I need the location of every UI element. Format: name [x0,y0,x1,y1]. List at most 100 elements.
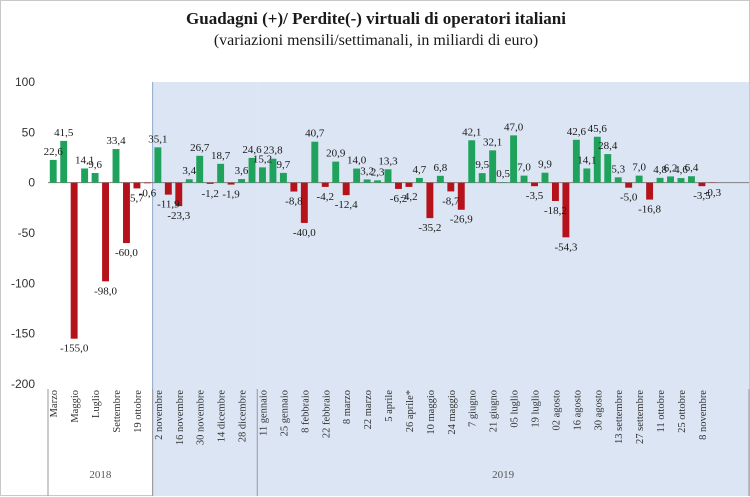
x-tick-label: 05 luglio [510,390,521,428]
data-label: 7,0 [517,162,531,174]
x-tick-label: 27 settembre [635,390,646,444]
bar [500,182,507,183]
bar [552,183,559,201]
bar [374,180,381,182]
x-tick-label: 19 ottobre [133,390,144,433]
data-label: -4,2 [400,191,417,203]
x-tick-label: 11 ottobre [656,390,667,433]
bar [50,160,57,183]
data-label: 4,7 [413,164,427,176]
data-label: 42,1 [462,126,481,138]
data-label: 35,1 [148,133,167,145]
x-tick-label: 28 dicembre [238,390,249,443]
data-label: 18,7 [211,150,231,162]
data-label: 6,8 [433,162,447,174]
data-label: -18,2 [544,205,567,217]
data-label: -60,0 [115,247,138,259]
x-tick-label: 5 aprile [384,390,395,422]
bar [447,183,454,192]
x-tick-label: 22 febbraio [321,390,332,438]
data-label: 42,6 [567,126,587,138]
bar [322,183,329,187]
data-label: -0,3 [704,187,722,199]
bar [657,178,664,183]
bar [165,183,172,195]
bar [280,173,287,183]
data-label: 7,0 [632,162,646,174]
data-label: 5,3 [611,163,625,175]
bar [290,183,297,192]
data-label: -1,2 [201,188,218,200]
bar [123,183,130,243]
data-label: -4,2 [317,191,334,203]
bar [636,176,643,183]
bar [604,154,611,183]
bar [385,169,392,182]
x-tick-label: 21 giugno [489,390,500,432]
bar [615,177,622,182]
data-label: 33,4 [106,135,126,147]
bar [102,183,109,282]
data-label: 9,5 [475,159,489,171]
bar [154,147,161,182]
data-label: -1,9 [222,189,240,201]
data-label: -11,9 [157,199,180,211]
data-label: 3,4 [182,165,196,177]
data-label: 13,3 [378,155,398,167]
data-label: -26,9 [450,214,473,226]
bar [228,183,235,185]
x-tick-label: 7 giugno [468,390,479,427]
data-label: -35,2 [418,222,441,234]
data-label: 45,6 [588,123,608,135]
x-tick-label: 16 novembre [175,390,186,445]
bar [688,176,695,182]
x-tick-label: 2 novembre [154,390,165,440]
year-label: 2018 [89,469,112,481]
y-tick-label: 50 [22,125,36,139]
x-tick-label: 22 marzo [363,390,374,429]
data-label: 41,5 [54,127,74,139]
y-tick-label: -200 [11,377,35,391]
bar [395,183,402,189]
x-tick-label: 25 gennaio [279,390,290,436]
x-tick-label: 8 febbraio [300,390,311,433]
data-label: 9,7 [277,159,291,171]
data-label: -98,0 [94,285,117,297]
bar [311,142,318,183]
y-tick-label: 0 [28,176,35,190]
data-label: 47,0 [504,121,524,133]
bar [144,183,151,184]
x-tick-label: 02 agosto [551,390,562,431]
data-label: 40,7 [305,128,325,140]
bar [353,169,360,183]
data-label: -5,0 [620,192,638,204]
y-tick-label: -100 [11,276,35,290]
bar [332,162,339,183]
x-tick-label: Settembre [112,390,123,433]
data-label: 20,9 [326,148,346,160]
bar [521,176,528,183]
bar [426,183,433,218]
y-tick-label: -50 [18,226,36,240]
data-label: -8,8 [285,196,303,208]
x-tick-label: Luglio [91,390,102,418]
bar [259,167,266,182]
data-label: 22,6 [44,146,64,158]
bar [207,183,214,184]
x-tick-label: 24 maggio [447,390,458,435]
data-label: -0,6 [139,187,157,199]
x-tick-label: 11 gennaio [258,390,269,436]
x-tick-label: 30 novembre [196,390,207,445]
bar [238,179,245,183]
x-tick-label: 16 agosto [572,390,583,431]
x-tick-label: 26 aprile* [405,390,416,432]
bar [196,156,203,183]
data-label: 26,7 [190,142,210,154]
bar [489,150,496,182]
data-label: 14,1 [577,154,596,166]
bar [583,168,590,182]
data-label: 0,5 [496,168,510,180]
bar [364,179,371,182]
bar [92,173,99,183]
